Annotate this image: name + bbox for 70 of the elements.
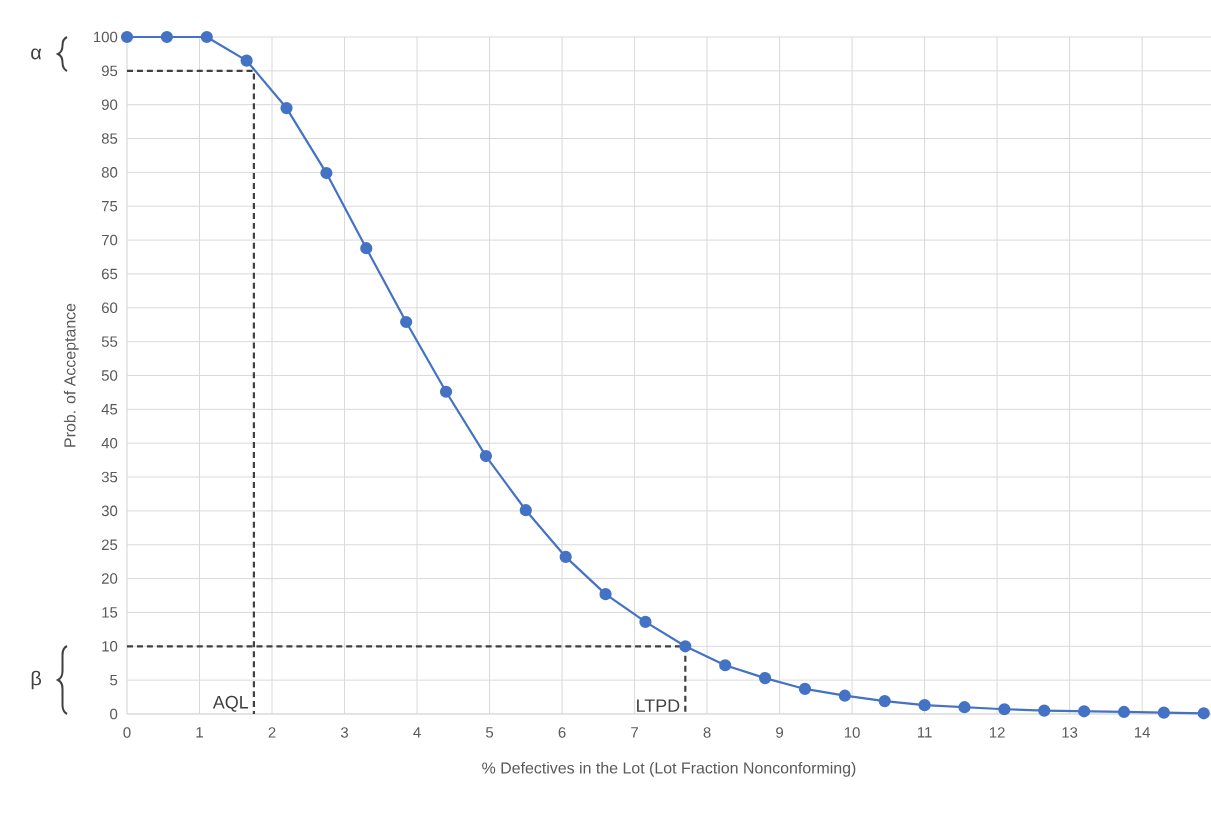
x-tick-label: 2 xyxy=(268,727,276,738)
y-tick-label: 85 xyxy=(101,133,118,144)
point xyxy=(1038,704,1051,717)
text: β xyxy=(31,670,42,690)
text: α xyxy=(31,48,42,60)
y-tick-label: 55 xyxy=(101,336,118,347)
y-tick-label: 15 xyxy=(102,607,118,618)
x-tick-label: 8 xyxy=(703,727,711,738)
x-tick-label: 3 xyxy=(340,727,349,738)
point xyxy=(958,701,971,714)
point xyxy=(400,315,413,329)
x-tick-label: 10 xyxy=(844,727,860,738)
annotation: LTPD xyxy=(637,699,680,712)
point xyxy=(878,695,891,708)
point xyxy=(360,242,373,255)
point xyxy=(240,54,253,67)
y-tick-label: 65 xyxy=(101,268,118,280)
y-tick-label: 25 xyxy=(101,539,118,551)
x-tick-label: 13 xyxy=(1062,727,1078,738)
y-tick-label: 90 xyxy=(101,99,118,110)
y-tick-label: 45 xyxy=(101,404,118,415)
y-tick-label: 100 xyxy=(94,31,118,43)
point xyxy=(320,166,333,180)
point xyxy=(599,588,612,601)
point xyxy=(160,30,173,44)
point xyxy=(719,659,732,672)
y-tick-label: 75 xyxy=(101,201,118,212)
y-tick-label: 80 xyxy=(101,167,118,178)
y-tick-label: 40 xyxy=(101,437,118,449)
point xyxy=(1117,705,1131,719)
point xyxy=(559,550,572,564)
annotation: AQL xyxy=(212,695,249,712)
y-tick-label: 0 xyxy=(110,708,118,720)
point xyxy=(679,640,692,653)
y-tick-label: 10 xyxy=(102,640,118,652)
point xyxy=(120,30,134,44)
x-tick-label: 4 xyxy=(413,727,421,738)
y-tick-label: 30 xyxy=(101,505,118,517)
point xyxy=(280,101,293,115)
point xyxy=(439,385,453,398)
y-tick-label: 5 xyxy=(110,674,118,686)
x-axis-title: % Defectives in the Lot (Lot Fraction Nonconforming) xyxy=(482,761,856,777)
point xyxy=(519,504,532,517)
point xyxy=(639,615,652,629)
y-tick-label: 60 xyxy=(101,302,118,314)
y-tick-label: 20 xyxy=(101,573,118,584)
point xyxy=(200,30,213,44)
point xyxy=(918,699,931,712)
y-axis-title: Prob. of Acceptance xyxy=(63,303,79,447)
point xyxy=(998,703,1011,716)
x-tick-label: 7 xyxy=(631,727,638,738)
y-tick-label: 35 xyxy=(101,471,118,483)
x-tick-label: 1 xyxy=(196,727,203,738)
x-tick-label: 11 xyxy=(917,727,932,738)
y-tick-label: 70 xyxy=(101,234,118,246)
point xyxy=(798,682,812,696)
x-tick-label: 6 xyxy=(558,727,566,738)
y-tick-label: 50 xyxy=(101,370,118,381)
x-tick-label: 14 xyxy=(1134,727,1150,738)
point xyxy=(1157,706,1170,719)
x-tick-label: 12 xyxy=(989,727,1005,738)
point xyxy=(758,672,772,685)
point xyxy=(479,449,493,463)
x-tick-label: 9 xyxy=(776,727,784,738)
point xyxy=(838,689,851,702)
point xyxy=(1078,705,1091,718)
x-tick-label: 5 xyxy=(485,727,494,738)
y-tick-label: 95 xyxy=(101,65,118,77)
x-tick-label: 0 xyxy=(123,727,131,738)
point xyxy=(1197,707,1210,720)
